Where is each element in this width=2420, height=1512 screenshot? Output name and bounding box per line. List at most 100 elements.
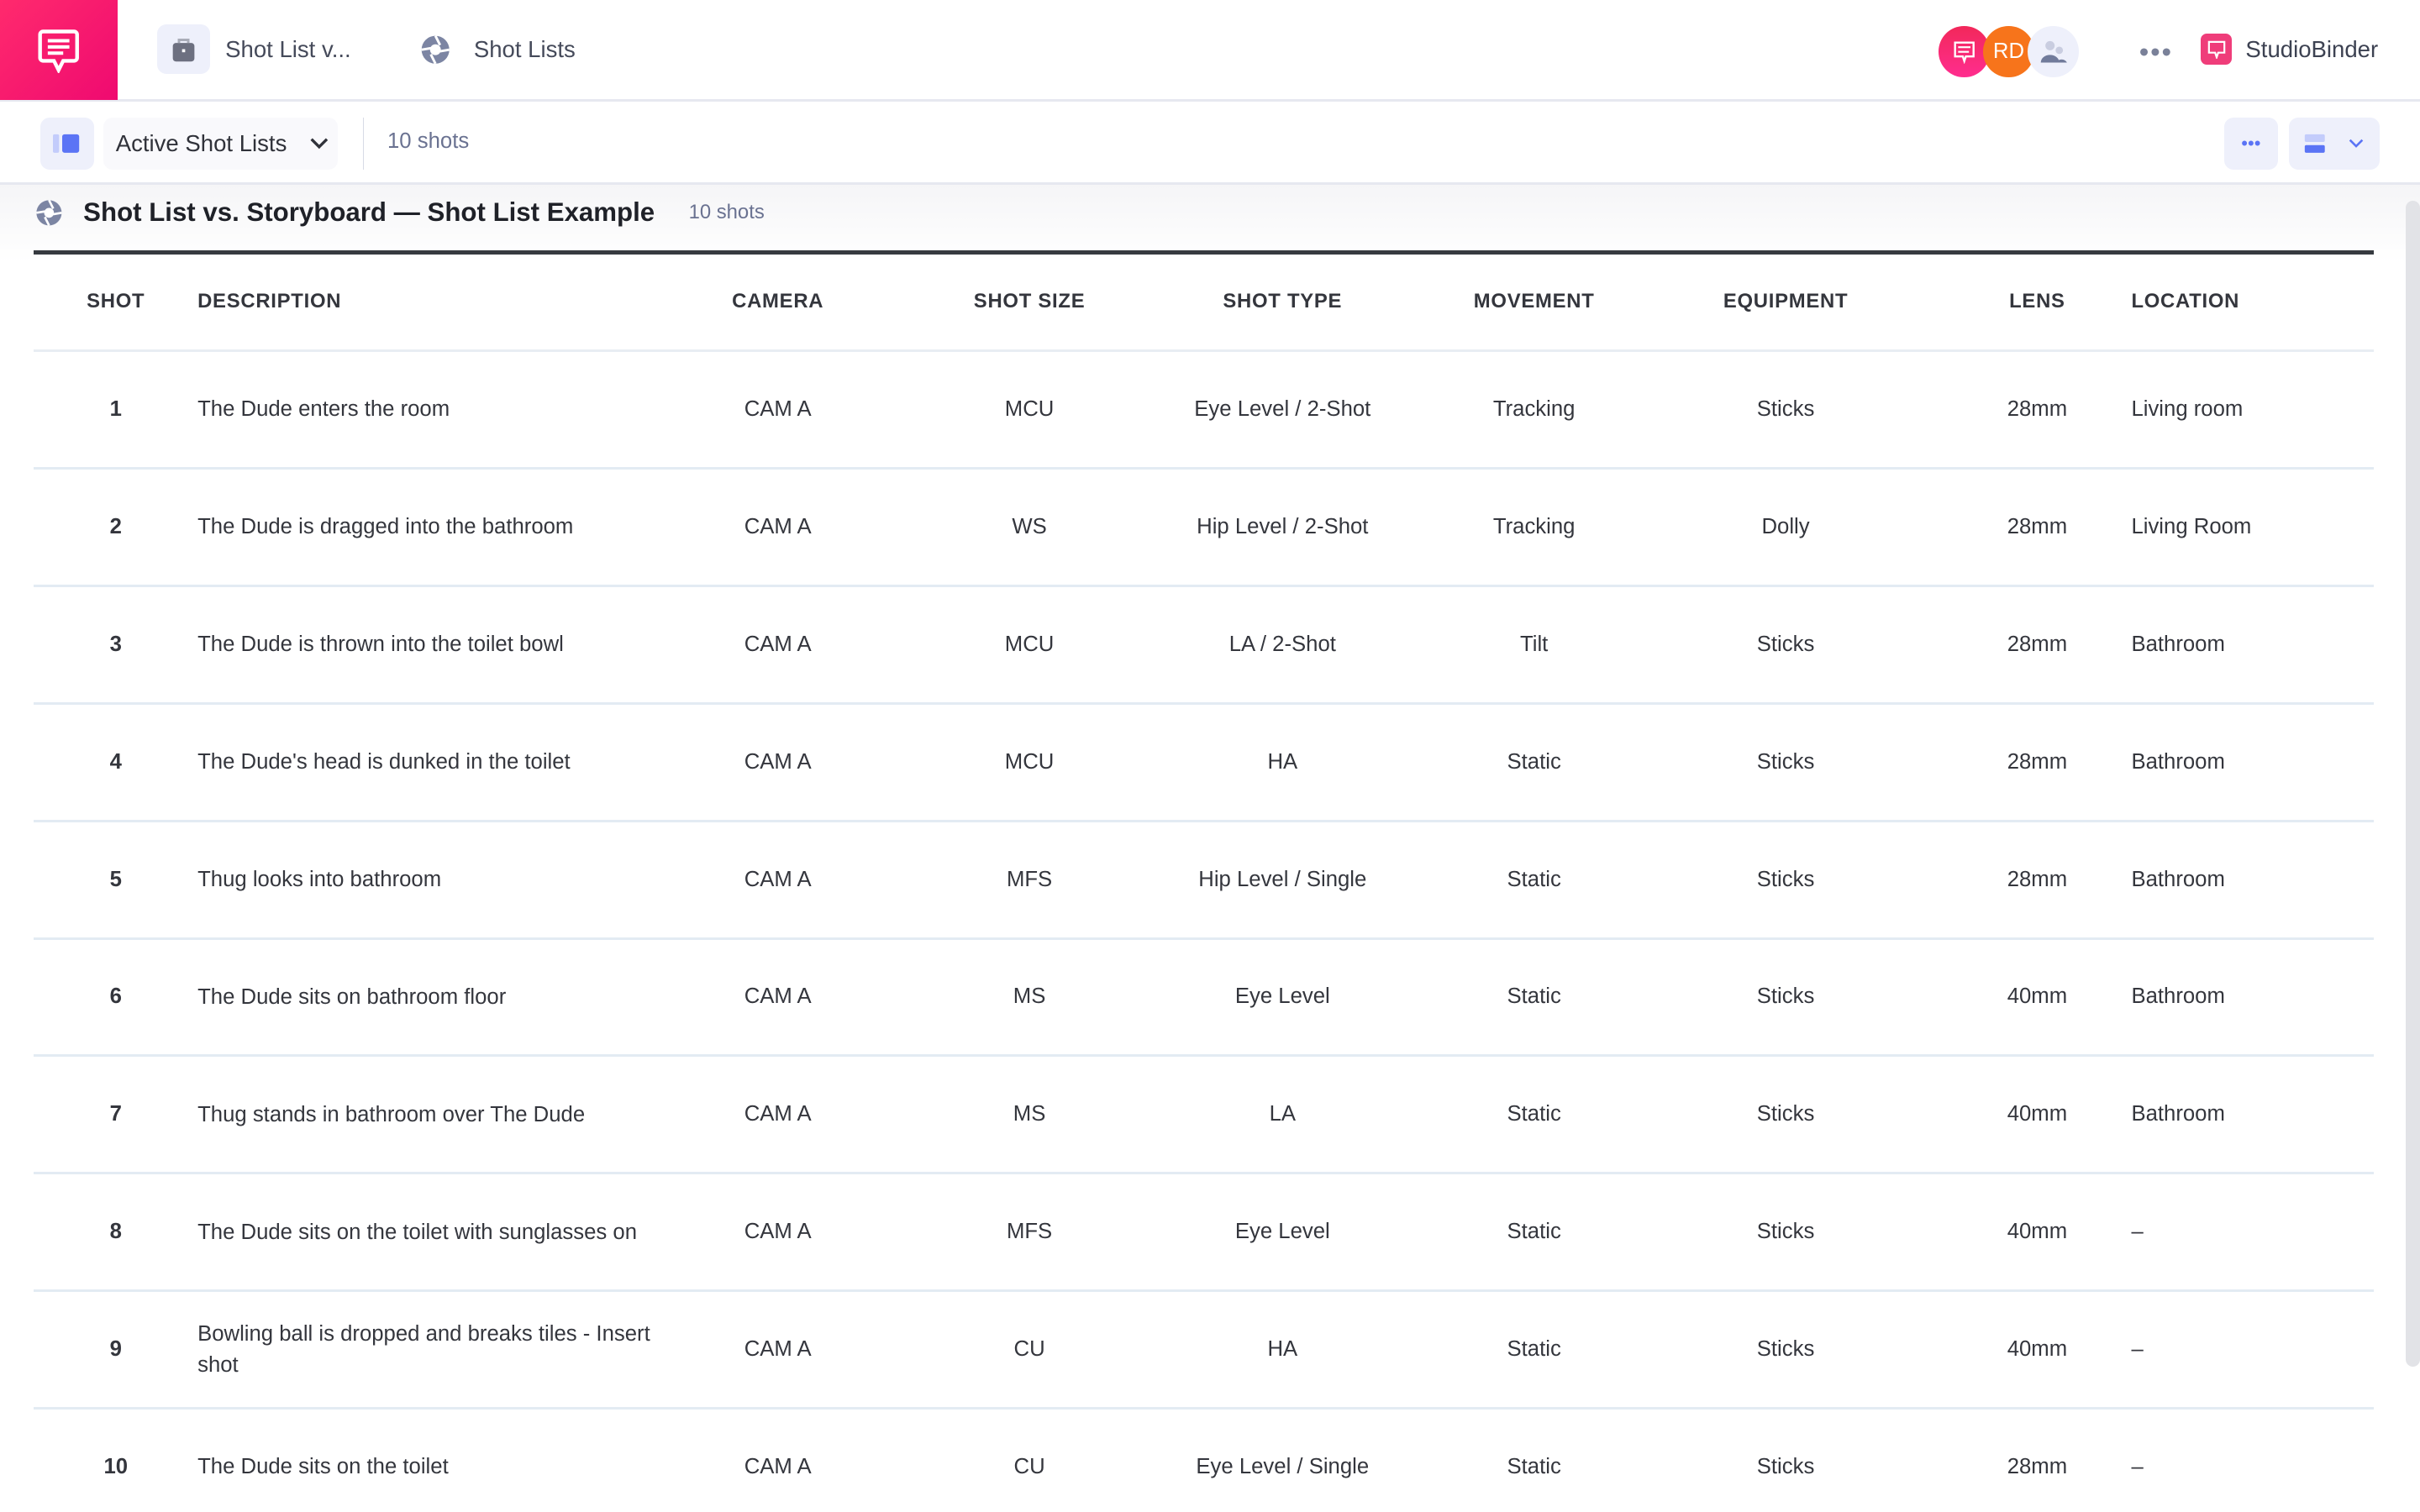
- column-header-equipment[interactable]: EQUIPMENT: [1723, 290, 1849, 313]
- cell-equipment: Sticks: [1756, 1455, 1815, 1479]
- cell-shot: 8: [109, 1220, 122, 1244]
- table-row[interactable]: 2 The Dude is dragged into the bathroom CA…: [34, 470, 2374, 587]
- collaborators[interactable]: RD: [1938, 26, 2080, 77]
- column-header-shot[interactable]: SHOT: [87, 290, 145, 313]
- column-header-shot-size[interactable]: SHOT SIZE: [973, 290, 1086, 313]
- cell-lens: 28mm: [2007, 632, 2068, 656]
- cell-shot-size: MS: [1013, 1102, 1046, 1126]
- cell-camera: CAM A: [744, 514, 812, 538]
- cell-equipment: Dolly: [1761, 514, 1810, 538]
- cell-location: Bathroom: [2131, 632, 2225, 656]
- shot-list-panel: Shot List vs. Storyboard — Shot List Exa…: [0, 185, 2420, 1512]
- column-header-camera[interactable]: CAMERA: [732, 290, 824, 313]
- cell-description: The Dude is thrown into the toilet bowl: [197, 632, 564, 656]
- aperture-icon: [421, 34, 450, 64]
- column-header-description[interactable]: DESCRIPTION: [197, 290, 342, 313]
- cell-shot-size: CU: [1013, 1455, 1045, 1479]
- cell-camera: CAM A: [744, 1337, 812, 1362]
- cell-shot: 1: [109, 396, 122, 421]
- table-header: SHOT DESCRIPTION CAMERA SHOT SIZE SHOT TYPE M…: [34, 255, 2374, 352]
- column-header-location[interactable]: LOCATION: [2131, 290, 2240, 313]
- cell-description: The Dude sits on bathroom floor: [197, 984, 507, 1009]
- cell-camera: CAM A: [744, 984, 812, 1009]
- cell-shot-type: Eye Level: [1234, 1220, 1330, 1244]
- cell-shot-type: Eye Level / 2-Shot: [1194, 396, 1371, 421]
- cell-shot-size: MCU: [1004, 396, 1055, 421]
- cell-shot: 10: [103, 1455, 129, 1479]
- table-row[interactable]: 9 Bowling ball is dropped and breaks tile…: [34, 1292, 2374, 1410]
- cell-equipment: Sticks: [1756, 396, 1815, 421]
- chevron-down-icon: [2349, 139, 2363, 149]
- cell-shot-type: LA: [1269, 1102, 1297, 1126]
- cell-description: Bowling ball is dropped and breaks tiles…: [197, 1322, 650, 1377]
- table-row[interactable]: 4 The Dude's head is dunked in the toilet…: [34, 705, 2374, 822]
- cell-shot-type: Eye Level: [1234, 984, 1330, 1009]
- shot-count: 10 shots: [387, 129, 470, 154]
- cell-movement: Static: [1507, 749, 1561, 774]
- cell-description: The Dude is dragged into the bathroom: [197, 514, 574, 538]
- cell-camera: CAM A: [744, 749, 812, 774]
- cell-location: Bathroom: [2131, 749, 2225, 774]
- cell-camera: CAM A: [744, 1220, 812, 1244]
- table-row[interactable]: 1 The Dude enters the room CAM A MCU Eye Lev…: [34, 352, 2374, 470]
- shot-list-title: Shot List vs. Storyboard — Shot List Exa…: [83, 197, 655, 228]
- home-logo-button[interactable]: [0, 0, 118, 101]
- view-mode-dropdown[interactable]: [2288, 117, 2381, 171]
- workspace-switcher[interactable]: StudioBinder: [2201, 34, 2379, 66]
- cell-equipment: Sticks: [1756, 749, 1815, 774]
- cell-shot: 7: [109, 1102, 122, 1126]
- toolbar: Active Shot Lists 10 shots •••: [0, 102, 2420, 186]
- cell-lens: 28mm: [2007, 1455, 2068, 1479]
- shot-list-filter-dropdown[interactable]: Active Shot Lists: [103, 117, 339, 171]
- shot-list-count: 10 shots: [688, 201, 765, 224]
- cell-shot-type: Hip Level / Single: [1198, 867, 1367, 891]
- chevron-down-icon: [310, 138, 329, 149]
- table-row[interactable]: 10 The Dude sits on the toilet CAM A CU Eye …: [34, 1410, 2373, 1512]
- cell-movement: Static: [1507, 1337, 1561, 1362]
- cell-camera: CAM A: [744, 1455, 812, 1479]
- table-row[interactable]: 6 The Dude sits on bathroom floor CAM A MS E…: [34, 940, 2374, 1058]
- cell-description: The Dude enters the room: [197, 396, 450, 421]
- cell-description: The Dude sits on the toilet with sunglas…: [197, 1220, 638, 1244]
- cell-lens: 28mm: [2007, 514, 2068, 538]
- table-row[interactable]: 8 The Dude sits on the toilet with sungla…: [34, 1174, 2374, 1293]
- table-row[interactable]: 5 Thug looks into bathroom CAM A MFS Hip Lev…: [34, 822, 2374, 940]
- table-row[interactable]: 7 Thug stands in bathroom over The Dude CA…: [34, 1057, 2374, 1175]
- cell-location: Bathroom: [2131, 1102, 2225, 1126]
- cell-equipment: Sticks: [1756, 1220, 1815, 1244]
- cell-shot-type: HA: [1267, 1337, 1298, 1362]
- cell-shot-size: MS: [1013, 984, 1046, 1009]
- cell-movement: Tracking: [1492, 396, 1576, 421]
- toggle-sidebar-button[interactable]: [39, 117, 95, 171]
- shot-table: SHOT DESCRIPTION CAMERA SHOT SIZE SHOT TYPE M…: [34, 255, 2374, 1512]
- team-icon[interactable]: [2028, 26, 2080, 77]
- cell-shot-type: HA: [1267, 749, 1298, 774]
- cell-location: Living Room: [2131, 514, 2252, 538]
- cell-movement: Static: [1507, 867, 1561, 891]
- cell-equipment: Sticks: [1756, 1337, 1815, 1362]
- cell-lens: 28mm: [2007, 749, 2068, 774]
- cell-location: –: [2131, 1455, 2144, 1479]
- more-options-button[interactable]: •••: [2139, 37, 2173, 69]
- column-header-movement[interactable]: MOVEMENT: [1473, 290, 1595, 313]
- cell-shot-size: MCU: [1004, 749, 1055, 774]
- cell-equipment: Sticks: [1756, 984, 1815, 1009]
- briefcase-icon: [157, 24, 210, 75]
- brand-name: StudioBinder: [2245, 35, 2379, 62]
- more-actions-button[interactable]: •••: [2223, 117, 2278, 171]
- column-header-shot-type[interactable]: SHOT TYPE: [1223, 290, 1343, 313]
- breadcrumb-project[interactable]: Shot List v...: [157, 24, 351, 75]
- avatar[interactable]: [1938, 26, 1990, 77]
- aperture-icon: [36, 199, 63, 227]
- cell-lens: 28mm: [2007, 396, 2068, 421]
- table-row[interactable]: 3 The Dude is thrown into the toilet bowl…: [34, 587, 2374, 705]
- cell-equipment: Sticks: [1756, 632, 1815, 656]
- column-header-lens[interactable]: LENS: [2009, 290, 2065, 313]
- cell-lens: 28mm: [2007, 867, 2068, 891]
- cell-movement: Static: [1507, 1102, 1561, 1126]
- avatar[interactable]: RD: [1983, 26, 2034, 77]
- scrollbar[interactable]: [2406, 200, 2420, 1368]
- breadcrumb-shot-lists[interactable]: Shot Lists: [418, 24, 576, 74]
- cell-shot-size: CU: [1013, 1337, 1045, 1362]
